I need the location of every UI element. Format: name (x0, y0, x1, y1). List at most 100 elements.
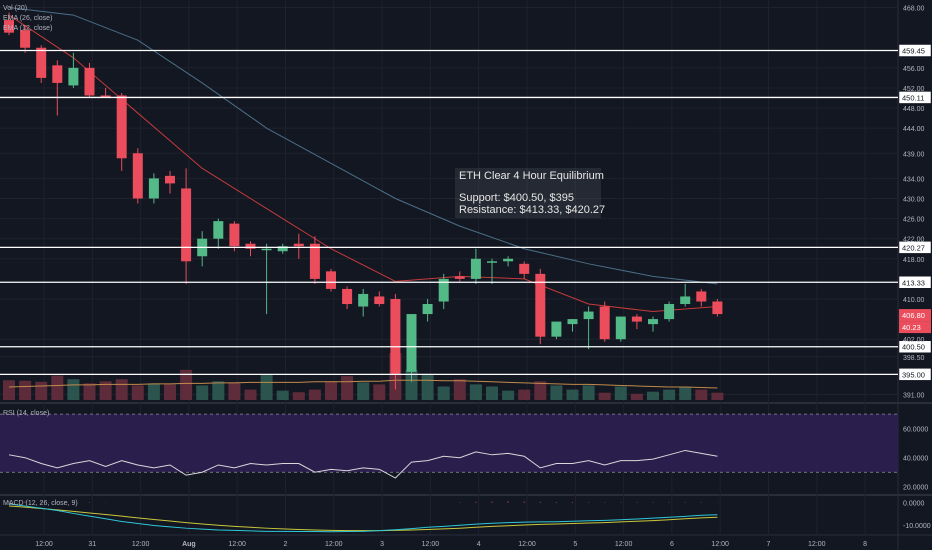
price-tick-label: 402.00 (903, 337, 925, 344)
price-tick-label: 456.00 (903, 66, 925, 73)
candle-body (487, 261, 497, 263)
macd-histogram-bar (40, 501, 42, 503)
price-tick-label: 444.00 (903, 126, 925, 133)
volume-bar (35, 381, 48, 400)
legend-rsi[interactable]: RSI (14, close) (3, 410, 50, 417)
volume-bar (598, 392, 611, 400)
annotation-box[interactable]: ETH Clear 4 Hour Equilibrium Support: $4… (455, 168, 606, 218)
volume-bar (373, 384, 386, 400)
volume-bar (518, 389, 531, 400)
candle-body (181, 188, 192, 262)
candle-body (213, 221, 224, 239)
candle-body (358, 293, 369, 307)
time-tick-label: 5 (573, 541, 577, 548)
volume-bar (99, 381, 112, 400)
time-tick-label: 12:00 (518, 541, 536, 548)
level-label: 400.50 (902, 343, 925, 352)
time-axis[interactable]: 12:00 31 12:00 Aug 12:00 2 12:00 3 12:00 4 12:00 5 1… (35, 541, 867, 548)
time-tick-label: 8 (863, 541, 867, 548)
legend-ema12[interactable]: EMA (12, close) (3, 25, 53, 32)
level-label-bg (898, 276, 932, 289)
macd-line (8, 503, 718, 533)
volume-bar (51, 375, 64, 400)
volume-bar (308, 389, 321, 400)
level-label-bg (898, 44, 932, 57)
volume-bar (244, 389, 257, 400)
candle-body (84, 67, 95, 96)
level-label-bg (898, 340, 932, 353)
volume-bar (453, 379, 466, 400)
price-tick-label: 426.00 (903, 217, 925, 224)
volume-bar (341, 376, 354, 400)
time-tick-label: 2 (284, 541, 288, 548)
candle-body (100, 95, 111, 98)
candlesticks (4, 12, 723, 390)
last-volume-label: 40.23 (902, 323, 921, 332)
horizontal-levels: 459.45 450.11 420.27 413.33 400.50 395.00 (0, 44, 932, 381)
level-label: 450.11 (902, 93, 924, 102)
candle-body (116, 95, 127, 159)
candle-body (567, 319, 578, 325)
candle-body (132, 153, 143, 199)
price-tick-label: 434.00 (903, 176, 925, 183)
macd-tick-label: 0.0000 (903, 501, 925, 508)
candle-body (696, 291, 707, 302)
candle-body (20, 30, 31, 48)
volume-bar (147, 383, 160, 400)
last-price-bg (899, 309, 931, 322)
macd-histogram-bar (555, 502, 557, 503)
volume-bar (679, 387, 692, 400)
price-tick-label: 448.00 (903, 106, 925, 113)
rsi-tick-label: 20.0000 (903, 485, 928, 492)
candle-body (326, 271, 336, 289)
ema26-line (8, 7, 718, 285)
volume-bar (647, 391, 659, 400)
level-label-bg (898, 241, 932, 254)
annotation-support: Support: $400.50, $395 (459, 192, 574, 204)
candle-body (422, 304, 433, 315)
candle-body (4, 20, 14, 33)
macd-histogram-bar (8, 501, 10, 503)
price-axis[interactable]: 468.00 456.00 452.00 448.00 444.00 439.00 434.… (899, 6, 931, 400)
volume-bar (357, 382, 370, 400)
time-tick-label: Aug (182, 541, 196, 548)
time-tick-label: 31 (88, 541, 96, 548)
candle-body (583, 311, 594, 320)
time-tick-label: 6 (670, 541, 674, 548)
macd-histogram-bar (523, 501, 525, 503)
candle-body (390, 298, 401, 375)
volume-bar (711, 392, 724, 400)
annotation-resistance: Resistance: $413.33, $420.27 (459, 204, 606, 216)
volume-bar (630, 393, 643, 400)
candle-body (293, 243, 304, 247)
candle-body (631, 316, 642, 322)
volume-bar (83, 383, 96, 400)
macd-histogram-bar (491, 501, 493, 503)
legend-macd[interactable]: MACD (12, 26, close, 9) (3, 500, 78, 507)
volume-bar (180, 369, 193, 400)
candle-body (309, 243, 320, 279)
macd-histogram-bar (24, 501, 26, 503)
volume-bar (325, 381, 337, 400)
volume-bar (3, 380, 15, 400)
time-tick-label: 7 (767, 541, 771, 548)
level-label-bg (898, 91, 932, 104)
level-label: 420.27 (902, 243, 925, 252)
candle-body (648, 319, 658, 325)
candle-body (454, 276, 465, 279)
volume-bar (614, 386, 627, 400)
candle-body (374, 296, 385, 305)
volume-bar (695, 389, 708, 400)
legend-ema26[interactable]: EMA (26, close) (3, 15, 53, 22)
legend-volume[interactable]: Vol (20) (3, 5, 28, 12)
time-tick-label: 12:00 (132, 541, 150, 548)
last-volume-bg (899, 321, 931, 334)
price-tick-label: 439.00 (903, 151, 925, 158)
volume-bar (486, 386, 498, 400)
volume-bar (164, 384, 176, 400)
candle-body (68, 67, 79, 86)
time-tick-label: 12:00 (35, 541, 53, 548)
volume-bar (469, 384, 482, 400)
time-tick-label: 12:00 (325, 541, 343, 548)
